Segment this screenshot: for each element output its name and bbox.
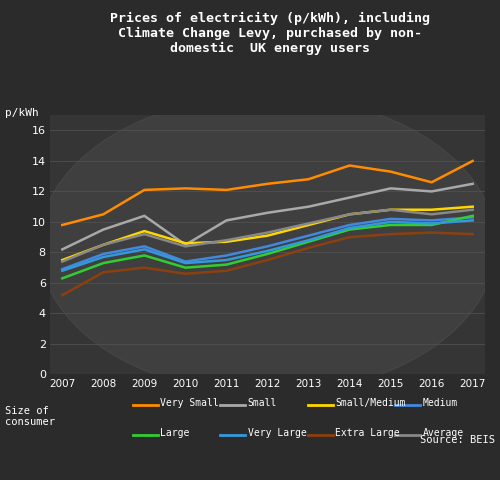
Text: Large: Large <box>160 428 190 438</box>
Text: Very Large: Very Large <box>248 428 306 438</box>
Text: Very Small: Very Small <box>160 398 219 408</box>
Text: Prices of electricity (p/kWh), including
Climate Change Levy, purchased by non-
: Prices of electricity (p/kWh), including… <box>110 12 430 55</box>
Text: Small/Medium: Small/Medium <box>335 398 406 408</box>
Text: Extra Large: Extra Large <box>335 428 400 438</box>
Text: Source: BEIS: Source: BEIS <box>420 435 495 445</box>
Ellipse shape <box>39 96 496 394</box>
Text: Size of
consumer: Size of consumer <box>5 406 55 427</box>
Text: p/kWh: p/kWh <box>5 108 39 118</box>
Text: Average: Average <box>422 428 464 438</box>
Text: Small: Small <box>248 398 277 408</box>
Text: Medium: Medium <box>422 398 458 408</box>
